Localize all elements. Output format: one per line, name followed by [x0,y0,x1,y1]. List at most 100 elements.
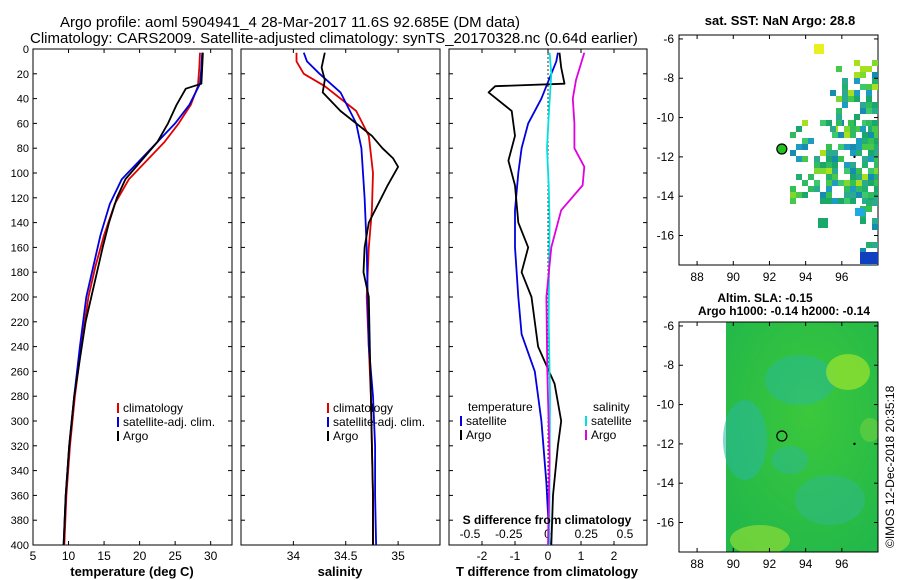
map-x-tick-label: 94 [799,557,813,571]
sst-pixel [844,180,850,186]
temperature-x-ticks: 5 10 15 20 25 30 [30,49,218,563]
sst-pixel [802,192,808,198]
difference-depth-ticks [449,48,647,546]
sst-pixel [868,156,874,162]
series-line-t-satellite [514,52,559,545]
s-diff-tick-label: -0.5 [460,527,481,541]
sst-pixel [836,114,842,120]
legend-label-t-satellite: satellite [466,414,507,428]
map-x-tick-label: 92 [763,270,777,284]
x-tick-label: 30 [204,549,218,563]
map-x-tick-label: 88 [690,270,704,284]
map-y-tick-label: -10 [657,111,675,125]
s-diff-tick-label: -0.25 [495,527,523,541]
depth-tick-label: 200 [11,292,29,304]
series-line-argo [62,52,204,545]
sla-patch-cyan-2 [765,355,835,405]
sst-pixel [838,132,844,138]
depth-tick-label: 100 [11,168,29,180]
s-difference-label: S difference from climatology [463,513,632,527]
sst-pixel [790,186,796,192]
depth-tick-label: 400 [11,540,29,552]
sst-pixel [814,44,824,54]
sst-pixel [836,96,842,102]
sst-pixels [790,44,878,265]
map-y-tick-label: -8 [663,71,674,85]
sst-pixel [826,198,832,204]
x-tick-label: 25 [168,549,182,563]
sst-pixel [860,108,866,114]
sst-pixel [855,208,865,216]
sst-pixel [832,156,838,162]
sst-pixel [850,174,856,180]
depth-tick-label: 20 [17,69,29,81]
temperature-depth-ticks: 0 20 40 60 80 100 120 140 160 180 200 220 240 260 280 3… [11,44,232,552]
sla-patch-cyan-4 [772,446,808,474]
sst-pixel [826,180,832,186]
sst-pixel [866,96,872,102]
sst-pixel [826,144,832,150]
sst-pixel [866,108,872,114]
sst-pixel [844,186,850,192]
difference-x-ticks: -2 -1 0 1 2 [477,49,618,563]
x-tick-label: 0 [545,549,552,563]
sst-pixel [832,168,838,174]
sst-pixel [874,180,878,186]
sla-patch-cyan-3 [795,475,865,525]
sst-pixel [836,66,842,72]
sst-pixel [808,186,814,192]
sst-pixel [854,60,860,66]
sst-pixel [862,120,868,126]
sst-pixel [866,120,872,126]
t-difference-xlabel: T difference from climatology [456,564,639,579]
sst-pixel [862,156,868,162]
sst-pixel [868,144,874,150]
sst-pixel [802,120,808,126]
sst-map-title: sat. SST: NaN Argo: 28.8 [705,13,856,28]
map-x-tick-label: 96 [835,270,849,284]
sst-pixel [820,120,826,126]
sst-pixel [874,132,878,138]
legend-title-salinity: salinity [593,400,630,414]
sst-pixel [838,156,844,162]
sst-pixel [848,120,854,126]
sst-pixel [790,198,796,204]
sst-pixel [830,90,836,96]
x-tick-label: 2 [611,549,618,563]
sst-pixel [796,144,802,150]
title-line-2: Climatology: CARS2009. Satellite-adjuste… [30,30,638,47]
map-y-tick-label: -14 [657,189,675,203]
sst-pixel [860,252,878,264]
legend-label-item-2: Argo [333,429,359,443]
sla-map-panel: Altim. SLA: -0.15 Argo h1000: -0.14 h200… [657,291,879,571]
sst-pixel [860,84,866,90]
salinity-xlabel: salinity [318,564,364,579]
depth-tick-label: 260 [11,366,29,378]
legend-label-item-0: climatology [123,401,183,415]
sst-pixel [826,162,832,168]
depth-tick-label: 0 [23,44,29,56]
sst-pixel [832,150,838,156]
depth-tick-label: 240 [11,342,29,354]
salinity-series [295,52,400,545]
legend-label-item-2: Argo [123,429,149,443]
depth-tick-label: 80 [17,143,29,155]
sst-pixel [820,192,826,198]
sst-pixel [872,78,878,84]
temperature-series [62,52,204,545]
sst-pixel [842,90,848,96]
temperature-xlabel: temperature (deg C) [70,564,194,579]
sst-pixel [862,138,868,144]
sst-pixel [814,156,820,162]
temperature-panel: 0 20 40 60 80 100 120 140 160 180 200 220 240 260 280 3… [11,44,233,579]
sst-pixel [844,132,850,138]
x-tick-label: 20 [133,549,147,563]
depth-tick-label: 280 [11,391,29,403]
sst-pixel [872,242,878,248]
sla-map-title-2: Argo h1000: -0.14 h2000: -0.14 [698,304,870,318]
sst-pixel [874,156,878,162]
depth-tick-label: 380 [11,515,29,527]
sst-pixel [866,200,872,206]
sst-pixel [854,78,860,84]
